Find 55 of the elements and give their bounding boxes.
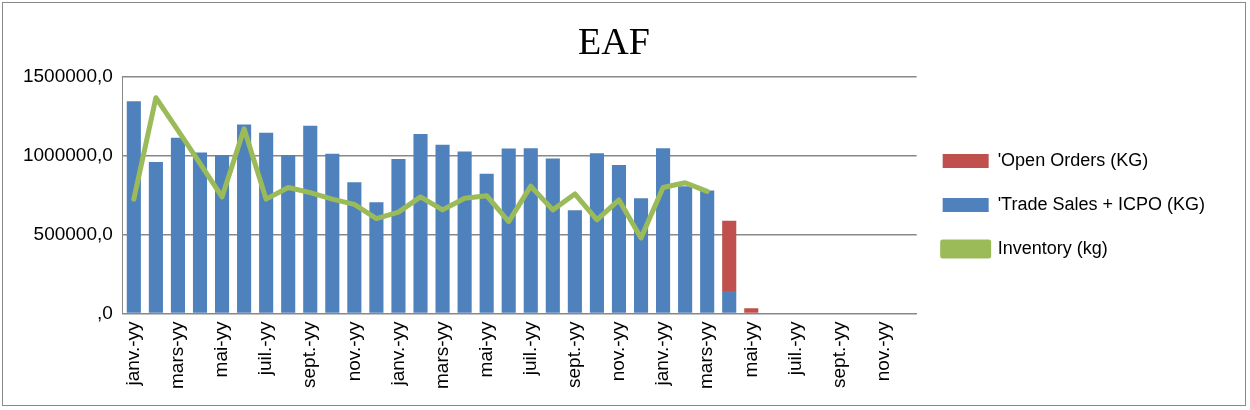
bar xyxy=(744,308,759,313)
legend-label: Inventory (kg) xyxy=(997,237,1108,258)
bar xyxy=(567,210,582,313)
x-tick-label: mars-yy xyxy=(695,320,717,390)
bar xyxy=(722,220,737,292)
bar xyxy=(192,152,208,313)
bar xyxy=(281,155,296,313)
x-tick-label: juil.-yy xyxy=(254,320,276,377)
x-tick-label: mars-yy xyxy=(166,320,188,390)
bar xyxy=(347,182,362,313)
bar xyxy=(501,148,516,313)
x-tick-label: mai-yy xyxy=(739,320,761,378)
bar xyxy=(369,202,384,313)
x-tick-label: sept.-yy xyxy=(563,320,585,388)
bar xyxy=(303,125,318,313)
bar xyxy=(435,144,450,313)
x-tick-label: mars-yy xyxy=(430,320,452,390)
x-tick-label: nov.-yy xyxy=(607,320,629,382)
x-tick-label: juil.-yy xyxy=(519,320,540,377)
bar xyxy=(457,151,472,313)
x-tick-label: juil.-yy xyxy=(783,320,805,377)
bar xyxy=(214,155,230,313)
legend-label: 'Trade Sales + ICPO (KG) xyxy=(997,193,1206,214)
bar xyxy=(722,291,737,313)
x-tick-label: sept.-yy xyxy=(827,320,849,388)
bar xyxy=(391,159,406,313)
bar xyxy=(611,165,627,313)
x-tick-label: janv.-yy xyxy=(386,320,408,387)
bar xyxy=(259,132,274,313)
x-tick-label: sept.-yy xyxy=(298,320,320,388)
y-tick-label: 500000,0 xyxy=(33,222,113,244)
bar xyxy=(170,137,185,313)
x-tick-label: nov.-yy xyxy=(871,320,893,382)
bar xyxy=(678,186,693,313)
y-tick-label: ,0 xyxy=(96,301,113,323)
legend-label: 'Open Orders (KG) xyxy=(997,149,1149,170)
y-tick-label: 1500000,0 xyxy=(22,64,113,86)
x-tick-label: mai-yy xyxy=(210,320,232,378)
bar xyxy=(126,101,141,313)
chart-title: EAF xyxy=(578,19,650,62)
bar xyxy=(413,133,428,313)
x-tick-label: mai-yy xyxy=(474,320,496,378)
bar xyxy=(700,190,715,313)
bar xyxy=(148,162,163,313)
bar xyxy=(479,173,494,313)
x-tick-label: janv.-yy xyxy=(122,320,144,387)
x-tick-label: nov.-yy xyxy=(342,320,364,382)
bar xyxy=(545,158,560,313)
bar xyxy=(589,153,604,313)
bar xyxy=(523,148,538,313)
x-tick-label: janv.-yy xyxy=(651,320,673,387)
bar xyxy=(237,124,252,313)
bar xyxy=(325,153,340,313)
y-tick-label: 1000000,0 xyxy=(22,143,113,165)
bar xyxy=(656,148,671,313)
